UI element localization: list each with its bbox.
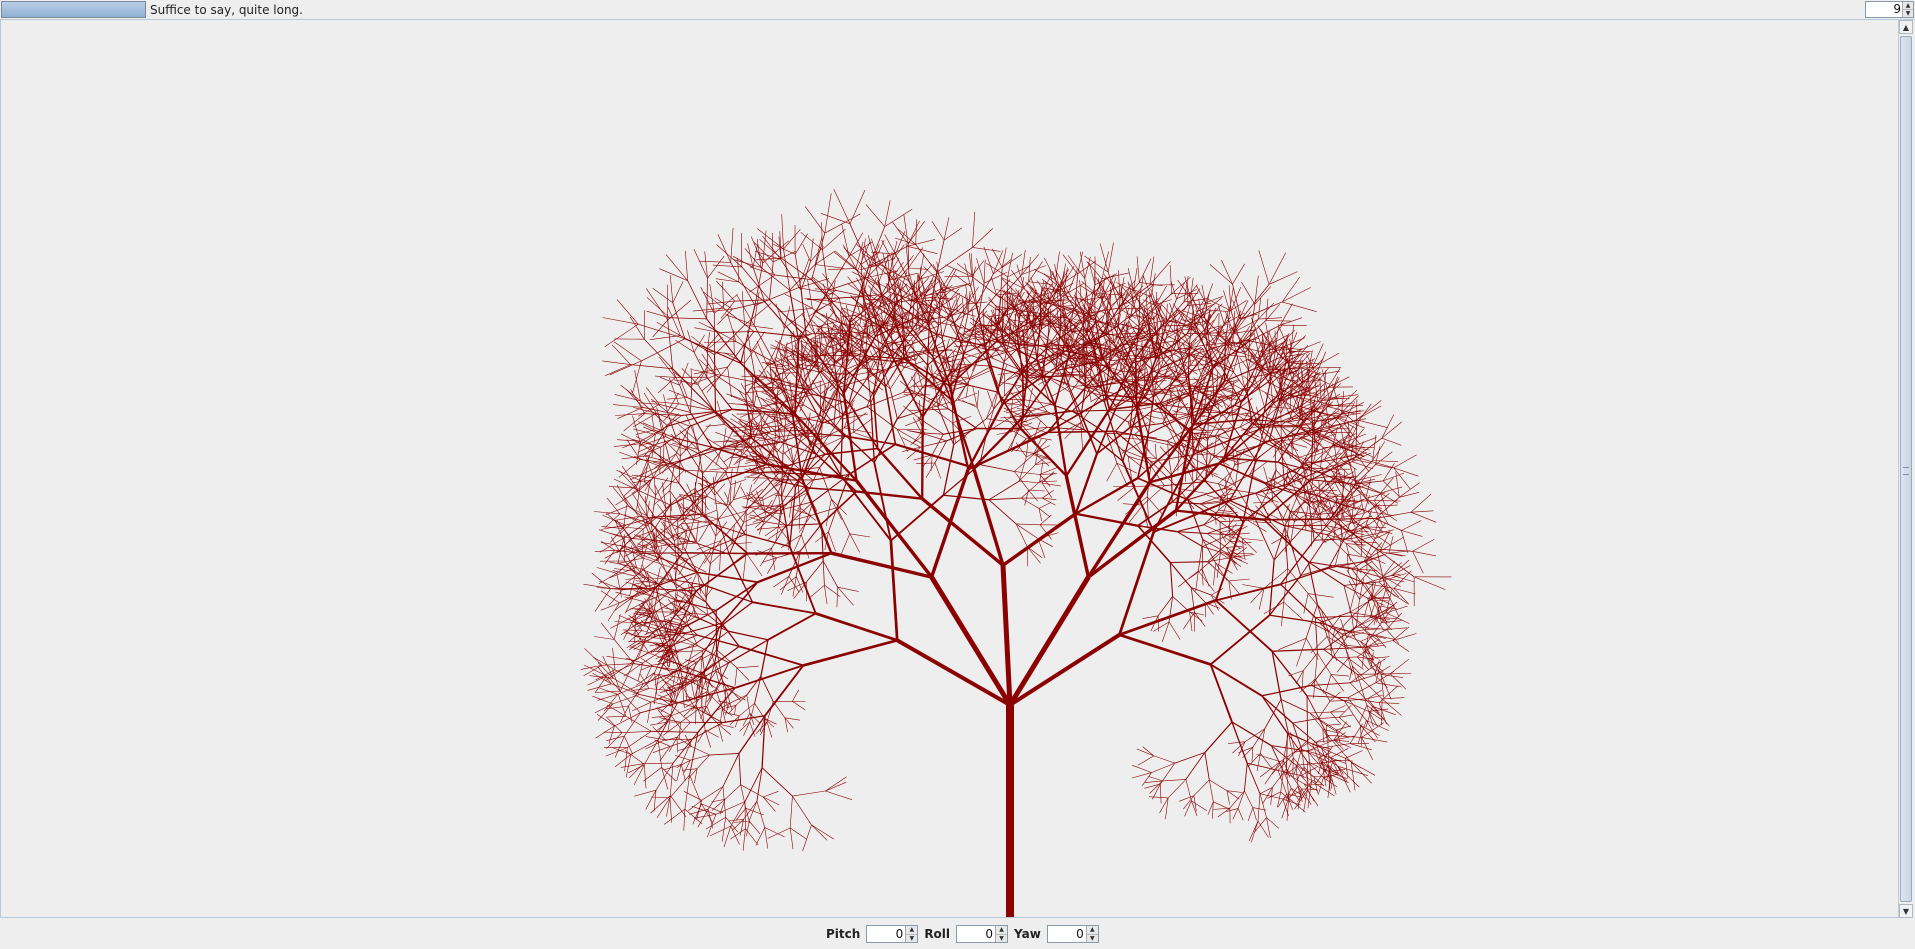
rotation-controls-bar: Pitch 0 ▲ ▼ Roll 0 ▲ ▼ Yaw 0 ▲ ▼ bbox=[0, 919, 1915, 949]
down-arrow-icon[interactable]: ▼ bbox=[909, 935, 915, 942]
yaw-spinner[interactable]: 0 ▲ ▼ bbox=[1046, 925, 1099, 943]
roll-spinner[interactable]: 0 ▲ ▼ bbox=[956, 925, 1009, 943]
pitch-spinner[interactable]: 0 ▲ ▼ bbox=[866, 925, 919, 943]
pitch-label: Pitch bbox=[826, 927, 861, 941]
up-arrow-icon[interactable]: ▲ bbox=[996, 926, 1008, 935]
down-arrow-icon[interactable]: ▼ bbox=[1905, 10, 1911, 17]
down-arrow-icon[interactable]: ▼ bbox=[1090, 935, 1095, 942]
yaw-label: Yaw bbox=[1014, 927, 1041, 941]
grip-icon bbox=[1903, 467, 1909, 475]
rotation-controls: Pitch 0 ▲ ▼ Roll 0 ▲ ▼ Yaw 0 ▲ ▼ bbox=[826, 925, 1099, 943]
roll-value[interactable]: 0 bbox=[985, 927, 994, 941]
progress-bar bbox=[1, 1, 146, 18]
pitch-value[interactable]: 0 bbox=[895, 927, 904, 941]
pitch-spin-buttons[interactable]: ▲ ▼ bbox=[905, 926, 918, 942]
depth-spin-buttons[interactable]: ▲ ▼ bbox=[1902, 2, 1913, 17]
vertical-scrollbar[interactable]: ▲ ▼ bbox=[1898, 20, 1913, 918]
top-status-bar: Suffice to say, quite long. 9 ▲ ▼ bbox=[0, 0, 1915, 20]
roll-label: Roll bbox=[924, 927, 951, 941]
yaw-spin-buttons[interactable]: ▲ ▼ bbox=[1085, 926, 1098, 942]
up-arrow-icon[interactable]: ▲ bbox=[1086, 926, 1098, 935]
depth-spinner[interactable]: 9 ▲ ▼ bbox=[1865, 1, 1914, 18]
up-arrow-icon[interactable]: ▲ bbox=[906, 926, 918, 935]
status-message: Suffice to say, quite long. bbox=[150, 3, 303, 17]
fractal-tree-drawing bbox=[580, 189, 1452, 917]
up-arrow-icon[interactable]: ▲ bbox=[1903, 2, 1913, 10]
down-arrow-icon[interactable]: ▼ bbox=[999, 935, 1004, 942]
scroll-down-arrow-icon[interactable]: ▼ bbox=[1899, 904, 1913, 918]
depth-value[interactable]: 9 bbox=[1893, 2, 1901, 16]
roll-spin-buttons[interactable]: ▲ ▼ bbox=[995, 926, 1008, 942]
yaw-value[interactable]: 0 bbox=[1076, 927, 1084, 941]
progress-fill bbox=[2, 2, 145, 17]
fractal-tree-canvas[interactable] bbox=[0, 20, 1898, 918]
scroll-up-arrow-icon[interactable]: ▲ bbox=[1899, 20, 1913, 34]
scrollbar-thumb[interactable] bbox=[1900, 36, 1912, 902]
